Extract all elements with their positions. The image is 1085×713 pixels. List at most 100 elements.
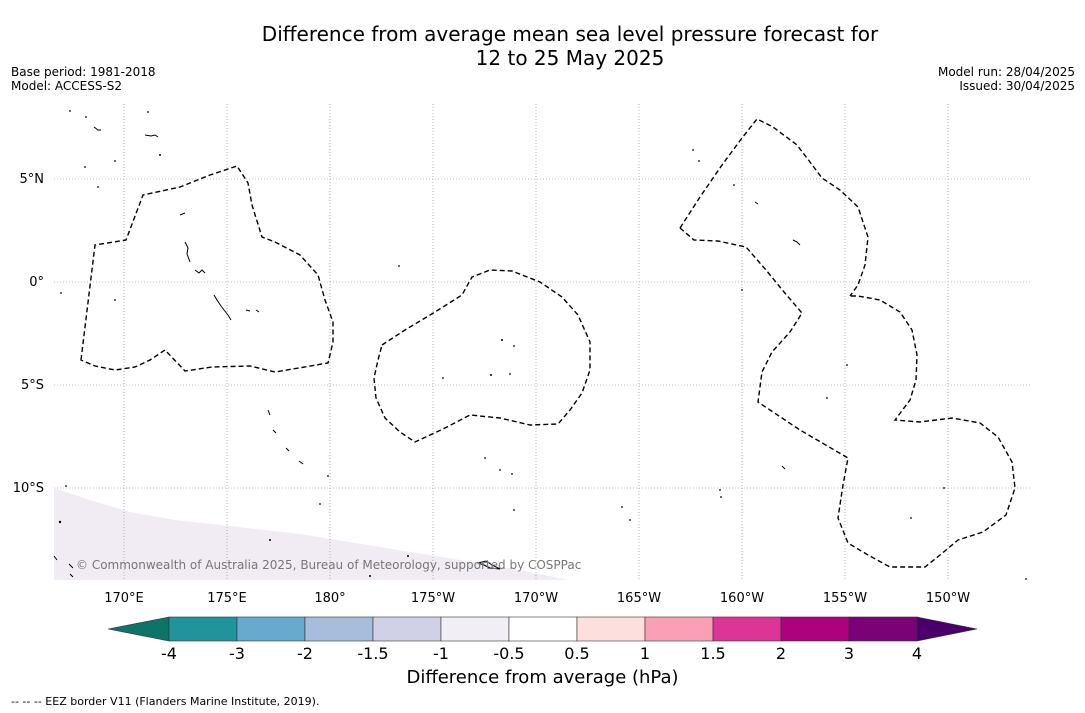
model-run-info: Model run: 28/04/2025 Issued: 30/04/2025 [938,65,1075,93]
model-run: Model run: 28/04/2025 [937,65,1075,79]
island-dots [58,110,1027,580]
island-dot [720,496,722,498]
island-dot [69,110,71,112]
island-gilbert-4 [245,309,260,313]
island-dot [85,116,87,118]
island-dot [741,289,743,291]
island-dot [910,517,912,519]
island-tuvalu [267,409,304,465]
island-dot [442,377,444,379]
colorbar-tick-label: 2 [776,644,786,663]
island-dot [319,503,321,505]
island-dot [1025,578,1027,580]
lat-label-5s: 5°S [21,378,44,393]
colorbar-swatch [644,616,714,642]
island-dot [369,575,371,577]
base-period: Base period: 1981-2018 [11,65,156,79]
island-gilbert-1 [184,241,191,263]
island-marshall-2 [93,126,101,131]
island-dot [147,111,149,113]
island-dot [97,186,99,188]
lon-label-150w: 150°W [926,591,970,606]
eez-borders [80,118,1016,568]
pressure-anomaly-shading [54,488,568,580]
lat-label-0: 0° [29,275,44,290]
island-dot [114,160,116,162]
colorbar-extend-high [916,616,978,642]
lon-label-155w: 155°W [823,591,867,606]
islands [53,126,801,578]
eez-kiribati-line [679,118,869,297]
island-dot [698,160,700,162]
lon-label-160w: 160°W [720,591,764,606]
lat-label-5n: 5°N [20,172,45,187]
colorbar-swatch [508,616,578,642]
colorbar-ticks: -4 -3 -2 -1.5 -1 -0.5 0.5 1 1.5 2 3 4 [161,644,922,663]
colorbar-swatch [576,616,646,642]
island-dot [159,154,161,156]
island-dot [621,506,623,508]
island-dot [114,299,116,301]
colorbar-tick-label: -3 [229,644,245,663]
colorbar-tick-label: -1 [433,644,449,663]
island-fiji-edge [53,555,74,578]
lon-label-170w: 170°W [514,591,558,606]
colorbar-tick-label: -2 [297,644,313,663]
island-dot [629,519,631,521]
colorbar-swatch [304,616,374,642]
island-dot [509,373,511,375]
title-line-1: Difference from average mean sea level p… [261,22,879,46]
lon-label-175e: 175°E [207,591,247,606]
island-dot [484,457,486,459]
island-dot [398,265,400,267]
island-dot [499,469,501,471]
eez-kiribati-phoenix [373,269,591,443]
island-dot [269,539,271,541]
colorbar-tick-label: -4 [161,644,177,663]
lat-label-10s: 10°S [13,481,44,496]
island-dot [58,520,62,524]
island-gilbert-3 [213,294,232,321]
eez-footnote: -- -- -- EEZ border V11 (Flanders Marine… [11,695,320,708]
colorbar-tick-label: 1.5 [700,644,725,663]
island-marshall-3 [179,212,186,216]
eez-kiribati-gilberts [80,165,334,373]
lon-label-175w: 175°W [411,591,455,606]
island-dot [943,487,945,489]
island-dot [692,149,694,151]
colorbar-tick-label: -0.5 [493,644,524,663]
colorbar-tick-label: -1.5 [357,644,388,663]
colorbar-swatches [107,616,978,642]
island-dot [84,166,86,168]
lon-label-165w: 165°W [617,591,661,606]
colorbar-swatch [168,616,238,642]
colorbar-tick-label: 0.5 [564,644,589,663]
island-dot [719,489,721,491]
colorbar-tick-label: 3 [844,644,854,663]
island-marshall-1 [144,134,159,138]
island-dot [327,475,329,477]
colorbar-swatch [712,616,782,642]
colorbar-swatch [372,616,442,642]
colorbar-label: Difference from average (hPa) [406,667,679,688]
lon-label-180: 180° [314,591,345,606]
issued-date: Issued: 30/04/2025 [959,79,1075,93]
island-dot [511,473,513,475]
colorbar-tick-label: 1 [640,644,650,663]
island-dot [513,509,515,511]
eez-kiribati-line-west [679,227,1016,568]
colorbar-swatch [848,616,918,642]
lon-label-170e: 170°E [104,591,144,606]
base-period-info: Base period: 1981-2018 Model: ACCESS-S2 [11,65,156,93]
colorbar-swatch [236,616,306,642]
colorbar-extend-low [107,616,170,642]
island-line-1 [754,201,759,205]
island-line-2 [792,239,801,246]
colorbar-swatch [780,616,850,642]
island-dot [501,339,503,341]
island-dot [733,184,735,186]
island-dot [490,374,492,376]
model-name: Model: ACCESS-S2 [11,79,123,93]
